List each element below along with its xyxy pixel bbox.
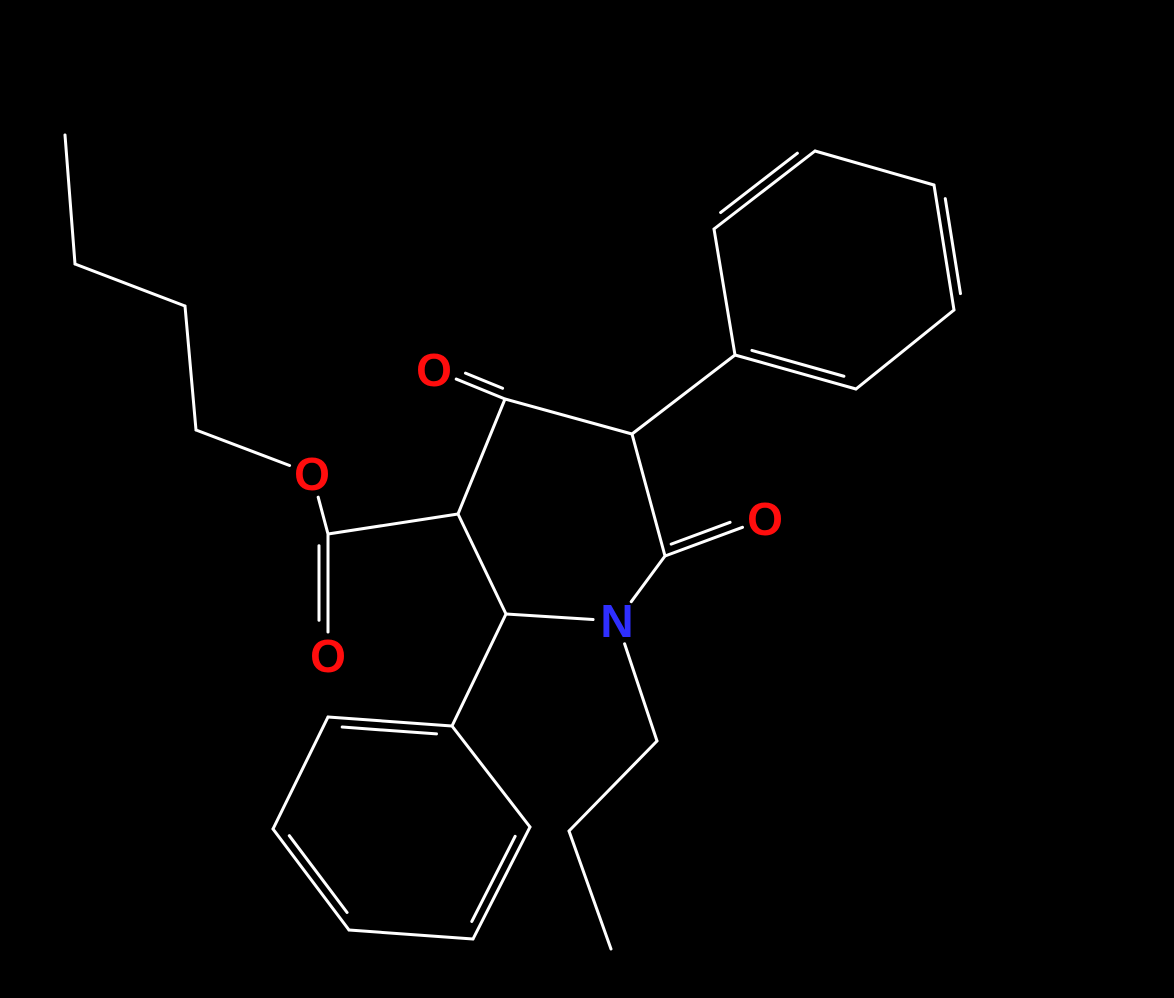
o-atom-label: O [294, 448, 330, 500]
o-atom-label: O [416, 344, 452, 396]
n-atom-label: N [600, 595, 633, 647]
o-atom-label: O [310, 630, 346, 682]
diagram-background [0, 0, 1174, 998]
o-atom-label: O [747, 493, 783, 545]
molecule-diagram: O O O O N [0, 0, 1174, 998]
